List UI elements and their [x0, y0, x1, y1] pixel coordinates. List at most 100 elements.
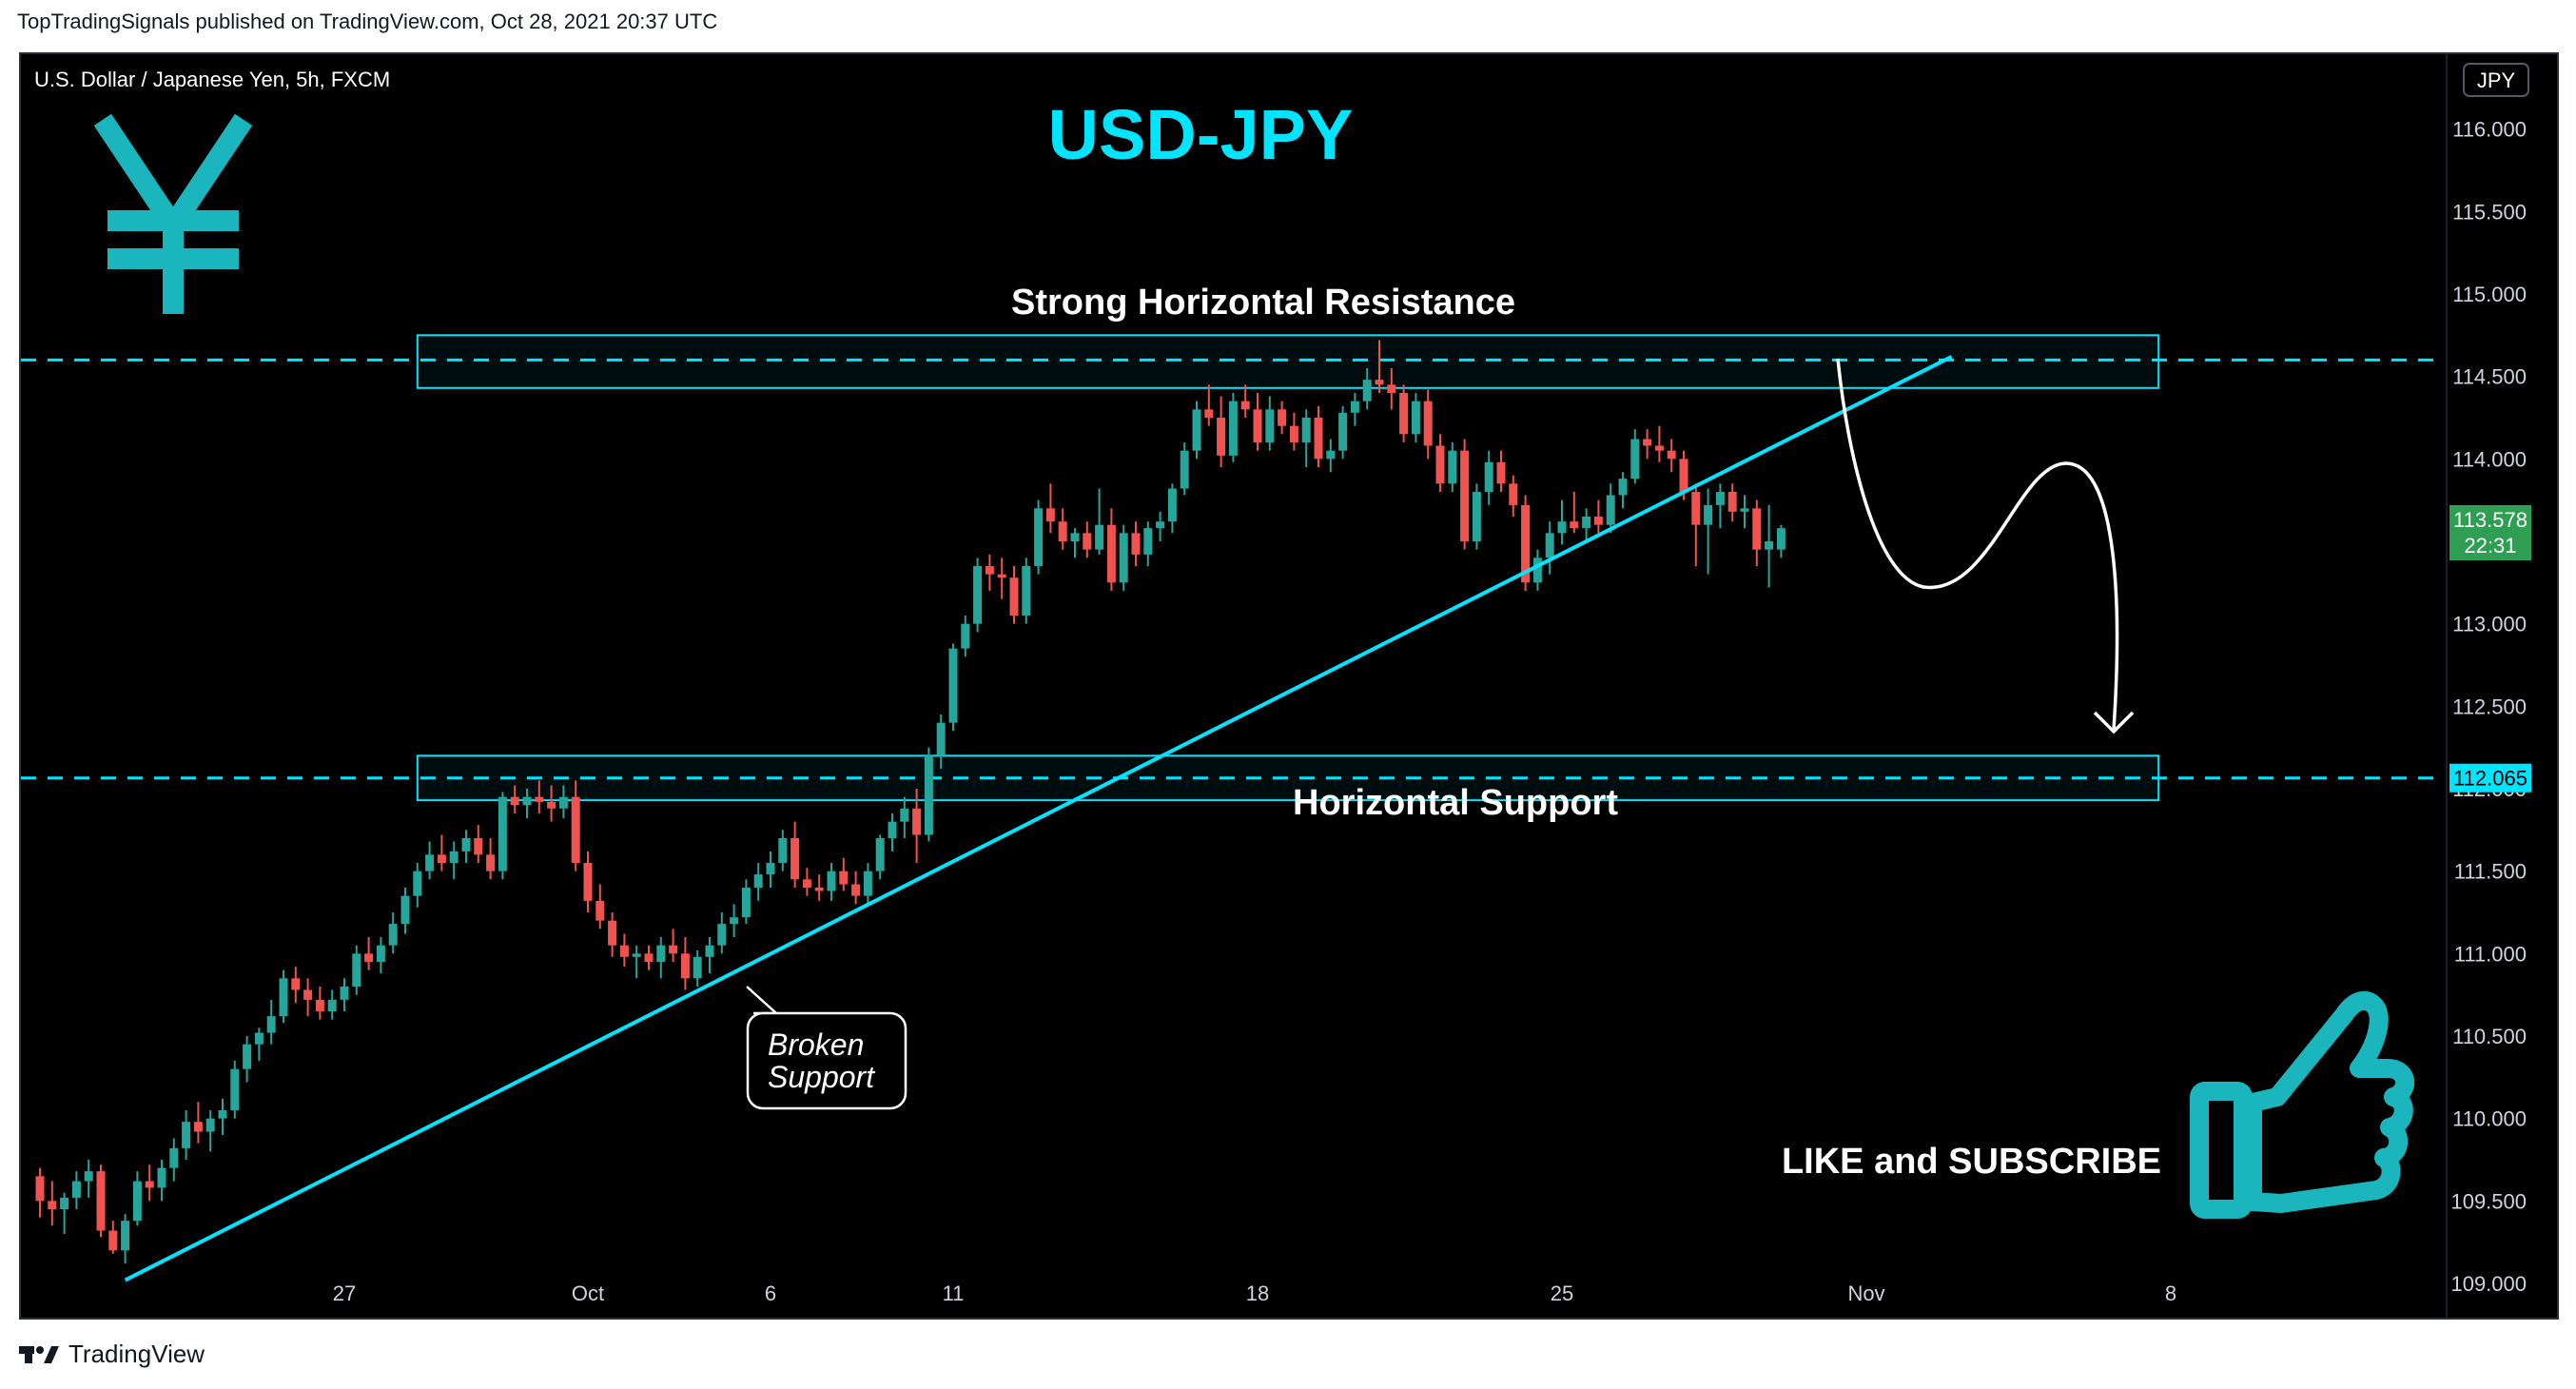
projected-path-arrow[interactable]: [1836, 358, 2119, 731]
candle[interactable]: [608, 912, 617, 957]
candle[interactable]: [1167, 483, 1177, 534]
candle[interactable]: [1521, 495, 1531, 591]
candle[interactable]: [303, 978, 313, 1017]
candle[interactable]: [1301, 409, 1311, 467]
candle[interactable]: [1362, 368, 1372, 410]
candle[interactable]: [1448, 442, 1457, 492]
candle[interactable]: [1240, 384, 1250, 418]
candle[interactable]: [132, 1171, 142, 1226]
candle[interactable]: [619, 933, 629, 968]
candle[interactable]: [656, 937, 666, 979]
broken-support-callout[interactable]: Broken Support: [746, 986, 907, 1110]
candle[interactable]: [912, 789, 922, 863]
candle[interactable]: [1070, 528, 1080, 558]
candle[interactable]: [888, 813, 897, 851]
candle[interactable]: [279, 969, 288, 1024]
candle[interactable]: [1338, 405, 1348, 460]
candle[interactable]: [1593, 499, 1603, 534]
candle[interactable]: [121, 1214, 130, 1264]
candle[interactable]: [693, 949, 702, 987]
resistance-zone[interactable]: [416, 334, 2160, 389]
candle[interactable]: [839, 857, 849, 891]
candle[interactable]: [218, 1098, 227, 1135]
chart-panel[interactable]: 116.000 115.500 115.000 114.500 114.000 113.5…: [19, 52, 2559, 1320]
candle[interactable]: [145, 1164, 154, 1202]
candle[interactable]: [230, 1061, 240, 1119]
candle[interactable]: [1119, 524, 1128, 591]
candle[interactable]: [169, 1138, 179, 1182]
price-axis[interactable]: 116.000 115.500 115.000 114.500 114.000 113.5…: [2450, 118, 2527, 1296]
candle[interactable]: [1192, 401, 1201, 460]
candle[interactable]: [498, 792, 507, 880]
candle[interactable]: [1570, 492, 1579, 534]
candle[interactable]: [1399, 384, 1409, 442]
candle[interactable]: [961, 616, 970, 657]
candle[interactable]: [814, 874, 824, 901]
candle[interactable]: [1156, 511, 1165, 541]
candle[interactable]: [535, 780, 544, 813]
candle[interactable]: [1375, 340, 1384, 393]
candle[interactable]: [790, 821, 800, 888]
candle[interactable]: [1752, 499, 1762, 566]
candle[interactable]: [1095, 488, 1104, 555]
candle[interactable]: [547, 785, 556, 822]
candle[interactable]: [84, 1160, 93, 1198]
candle[interactable]: [1496, 450, 1506, 492]
candle[interactable]: [1606, 483, 1615, 534]
candle[interactable]: [1654, 425, 1664, 462]
candle[interactable]: [1326, 439, 1336, 473]
candle[interactable]: [413, 863, 422, 908]
candle[interactable]: [1034, 499, 1044, 575]
candle[interactable]: [157, 1160, 166, 1202]
candle[interactable]: [1278, 401, 1287, 435]
candle[interactable]: [827, 863, 836, 901]
candle[interactable]: [266, 999, 276, 1045]
candle[interactable]: [644, 945, 654, 970]
candle[interactable]: [1009, 566, 1019, 624]
candle[interactable]: [461, 830, 471, 863]
tradingview-logo[interactable]: TradingView: [19, 1340, 205, 1369]
candle[interactable]: [778, 830, 788, 871]
thumbs-up-icon[interactable]: [2190, 990, 2415, 1219]
candle[interactable]: [1715, 483, 1725, 529]
level-price-tag[interactable]: 112.065: [2449, 763, 2531, 792]
candle[interactable]: [1630, 429, 1640, 484]
candle[interactable]: [1131, 521, 1141, 566]
candle[interactable]: [193, 1102, 203, 1144]
candle[interactable]: [1045, 483, 1055, 534]
candle[interactable]: [680, 937, 690, 990]
candle[interactable]: [1106, 508, 1116, 591]
candle[interactable]: [900, 796, 909, 838]
candle[interactable]: [1765, 504, 1774, 588]
candle[interactable]: [1228, 393, 1238, 462]
candle[interactable]: [1083, 521, 1092, 558]
candle[interactable]: [340, 978, 349, 1011]
candle[interactable]: [997, 558, 1006, 599]
candle[interactable]: [875, 834, 885, 880]
candle[interactable]: [583, 851, 593, 912]
candle[interactable]: [802, 868, 811, 896]
candle[interactable]: [1727, 483, 1737, 522]
ascending-trendline[interactable]: [124, 355, 1953, 1282]
candle[interactable]: [243, 1036, 252, 1083]
candle[interactable]: [1484, 450, 1493, 505]
candle[interactable]: [973, 558, 983, 633]
candle[interactable]: [1557, 499, 1567, 545]
candle[interactable]: [1643, 429, 1652, 460]
candle[interactable]: [1545, 521, 1554, 575]
candle[interactable]: [291, 967, 301, 1004]
candle[interactable]: [632, 945, 641, 979]
candle[interactable]: [1411, 393, 1420, 442]
candle[interactable]: [254, 1027, 263, 1061]
candle[interactable]: [510, 785, 519, 813]
candle[interactable]: [1472, 483, 1481, 550]
candle[interactable]: [595, 884, 605, 929]
candle[interactable]: [669, 929, 678, 962]
candle[interactable]: [1143, 521, 1153, 566]
candle[interactable]: [717, 912, 727, 954]
candle[interactable]: [388, 912, 398, 954]
candle[interactable]: [571, 780, 580, 871]
candle[interactable]: [1460, 439, 1470, 550]
candle[interactable]: [71, 1171, 81, 1209]
candle[interactable]: [474, 825, 483, 863]
